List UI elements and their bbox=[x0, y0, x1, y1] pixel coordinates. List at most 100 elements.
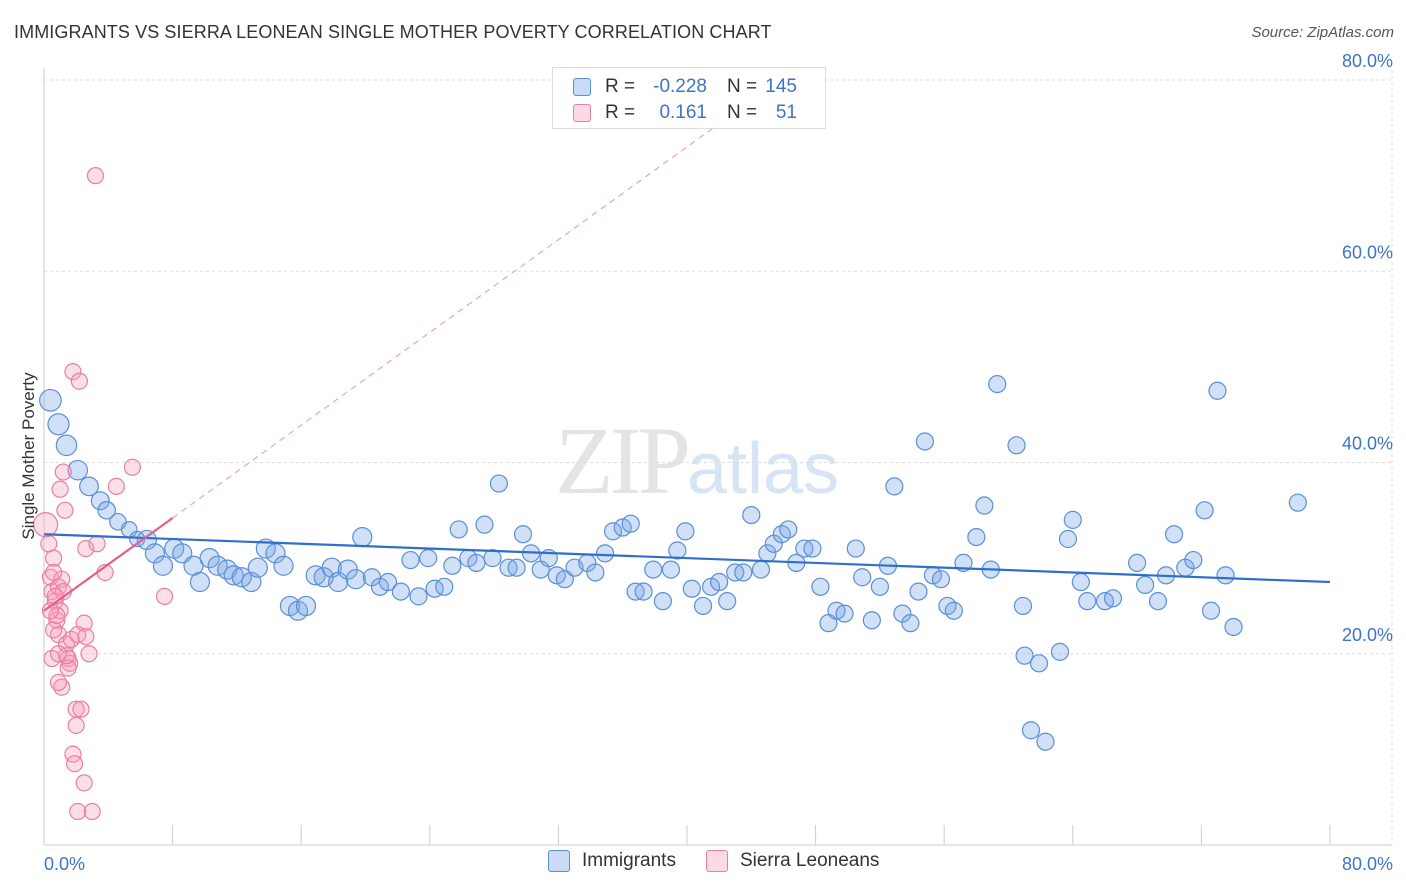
pink-point bbox=[80, 645, 98, 663]
blue-point bbox=[901, 614, 920, 633]
blue-point bbox=[97, 501, 116, 520]
blue-point bbox=[223, 565, 244, 586]
blue-point bbox=[295, 595, 317, 617]
blue-point bbox=[152, 555, 174, 576]
blue-point bbox=[90, 491, 110, 511]
blue-point bbox=[443, 556, 462, 575]
blue-point bbox=[1288, 493, 1307, 512]
blue-point bbox=[693, 596, 713, 616]
blue-point bbox=[409, 587, 428, 606]
blue-point bbox=[1021, 721, 1041, 740]
blue-point bbox=[1078, 592, 1097, 611]
blue-point bbox=[378, 572, 398, 592]
pink-point bbox=[45, 621, 63, 639]
legend-n-label: N = bbox=[727, 76, 758, 97]
blue-point bbox=[1201, 601, 1221, 620]
watermark: ZIPatlas bbox=[555, 405, 839, 516]
blue-point bbox=[231, 567, 252, 588]
blue-point bbox=[870, 577, 890, 596]
pink-point bbox=[155, 587, 174, 605]
blue-point bbox=[489, 474, 509, 493]
blue-point bbox=[1224, 617, 1243, 637]
legend-n-value: 51 bbox=[775, 102, 797, 123]
correlation-legend: R = -0.228 N = 145 R = 0.161 N = 51 bbox=[552, 67, 826, 129]
blue-point bbox=[1063, 510, 1082, 529]
blue-point bbox=[653, 592, 672, 611]
blue-point bbox=[513, 525, 533, 544]
blue-trend-line bbox=[43, 533, 1331, 584]
blue-point bbox=[55, 434, 78, 457]
blue-point bbox=[1208, 381, 1227, 400]
blue-point bbox=[247, 557, 268, 578]
blue-point bbox=[682, 579, 701, 598]
blue-point bbox=[944, 601, 963, 620]
blue-point bbox=[779, 520, 798, 539]
blue-point bbox=[1050, 642, 1070, 661]
blue-point bbox=[1029, 654, 1049, 673]
blue-point bbox=[79, 476, 99, 497]
grid-layer bbox=[44, 70, 1393, 845]
legend-item-immigrants[interactable]: Immigrants bbox=[548, 850, 676, 872]
x-tick-label: 0.0% bbox=[44, 854, 85, 874]
blue-point bbox=[67, 459, 89, 481]
blue-point bbox=[676, 522, 695, 541]
blue-point bbox=[803, 539, 822, 558]
blue-point bbox=[1195, 501, 1214, 520]
legend-swatch-blue bbox=[548, 850, 570, 872]
blue-point bbox=[621, 514, 640, 533]
pink-point bbox=[67, 716, 85, 735]
blue-point bbox=[435, 577, 454, 596]
x-tick-label: 80.0% bbox=[1342, 854, 1393, 874]
pink-point bbox=[49, 645, 68, 663]
blue-point bbox=[449, 520, 468, 539]
blue-point bbox=[273, 555, 294, 576]
blue-point bbox=[853, 568, 872, 587]
blue-point bbox=[1136, 575, 1155, 595]
pink-point bbox=[83, 802, 101, 821]
blue-point bbox=[345, 569, 366, 590]
legend-item-sierra-leoneans[interactable]: Sierra Leoneans bbox=[705, 850, 879, 872]
y-tick-label: 40.0% bbox=[1342, 434, 1393, 454]
blue-point bbox=[507, 558, 526, 577]
pink-point bbox=[40, 535, 58, 553]
blue-point bbox=[189, 571, 211, 593]
blue-point bbox=[255, 538, 276, 559]
blue-point bbox=[710, 572, 729, 592]
blue-point bbox=[1184, 550, 1203, 570]
blue-point bbox=[885, 477, 904, 496]
legend-n-label: N = bbox=[727, 102, 758, 123]
legend-row-immigrants: R = -0.228 N = 145 bbox=[573, 75, 797, 99]
pink-trend-line bbox=[43, 517, 174, 612]
pink-point bbox=[77, 539, 95, 558]
pink-point bbox=[75, 774, 93, 792]
legend-swatch-pink bbox=[573, 104, 591, 122]
blue-point bbox=[419, 549, 438, 568]
blue-point bbox=[1036, 732, 1055, 751]
blue-point bbox=[391, 582, 410, 601]
blue-point bbox=[909, 582, 928, 601]
blue-point bbox=[1127, 553, 1147, 573]
pink-point bbox=[88, 535, 106, 553]
blue-point bbox=[931, 570, 951, 589]
blue-point bbox=[1015, 646, 1034, 665]
pink-point bbox=[64, 363, 82, 381]
blue-point bbox=[603, 522, 623, 541]
blue-point bbox=[661, 560, 681, 579]
blue-point bbox=[1148, 592, 1168, 611]
blue-point bbox=[915, 432, 935, 451]
series-legend: Immigrants Sierra Leoneans bbox=[548, 850, 909, 872]
blue-point bbox=[862, 611, 881, 630]
blue-point bbox=[718, 592, 737, 611]
blue-point bbox=[1216, 566, 1235, 585]
blue-point bbox=[39, 388, 62, 412]
blue-point bbox=[1013, 596, 1033, 616]
pink-point bbox=[69, 802, 87, 821]
blue-point bbox=[1071, 572, 1090, 592]
pink-point bbox=[59, 659, 77, 677]
blue-point bbox=[835, 604, 854, 623]
watermark-zip: ZIP bbox=[555, 407, 691, 514]
legend-r-label: R = bbox=[605, 102, 636, 123]
blue-point bbox=[401, 550, 420, 570]
pink-point bbox=[77, 627, 95, 646]
